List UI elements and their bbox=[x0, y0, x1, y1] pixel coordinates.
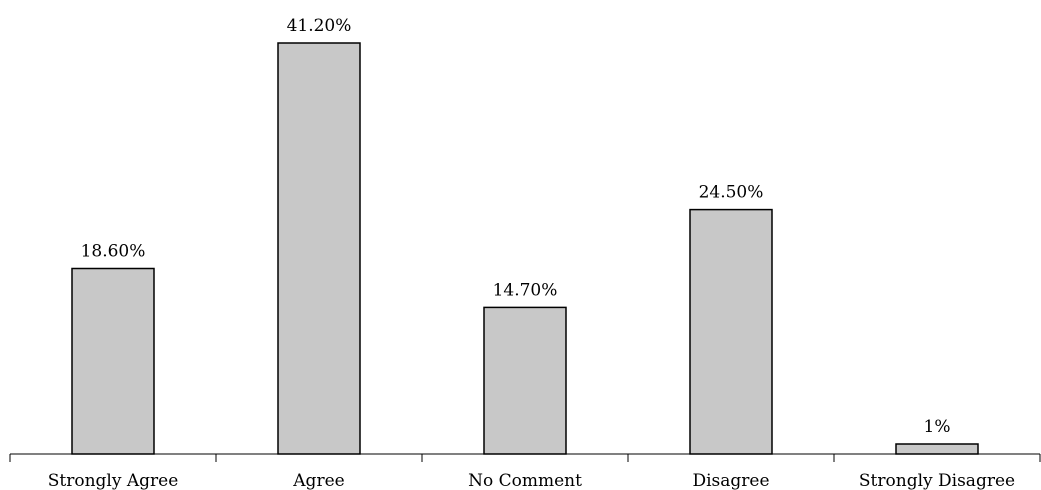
bars-group bbox=[71, 42, 979, 455]
category-label-agree: Agree bbox=[292, 471, 344, 490]
bar-disagree bbox=[689, 208, 773, 455]
category-labels-group: Strongly Agree Agree No Comment Disagree Str… bbox=[48, 471, 1015, 490]
bar-strongly-disagree bbox=[895, 443, 979, 455]
category-label-strongly-agree: Strongly Agree bbox=[48, 471, 179, 490]
x-axis-ticks-group bbox=[9, 454, 1041, 462]
data-label-agree: 41.20% bbox=[287, 16, 352, 36]
category-label-strongly-disagree: Strongly Disagree bbox=[859, 471, 1015, 490]
bar-no-comment bbox=[483, 306, 567, 455]
category-label-disagree: Disagree bbox=[692, 471, 769, 490]
bar-agree bbox=[277, 42, 361, 455]
category-label-no-comment: No Comment bbox=[468, 471, 582, 490]
data-label-strongly-disagree: 1% bbox=[924, 417, 951, 437]
data-label-disagree: 24.50% bbox=[699, 183, 764, 203]
data-label-strongly-agree: 18.60% bbox=[81, 242, 146, 262]
data-labels-group: 18.60% 41.20% 14.70% 24.50% 1% bbox=[81, 16, 951, 437]
data-label-no-comment: 14.70% bbox=[493, 280, 558, 300]
bar-strongly-agree bbox=[71, 267, 155, 455]
